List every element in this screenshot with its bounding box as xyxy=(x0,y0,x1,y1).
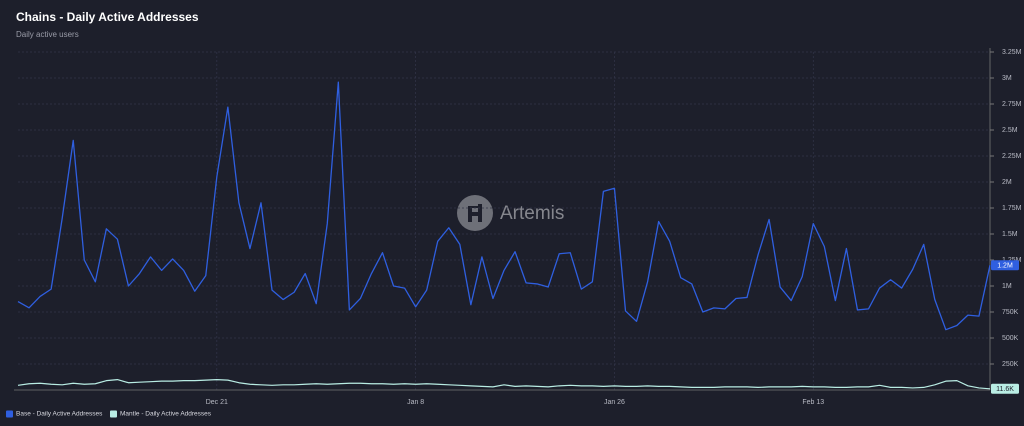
y-tick-label: 3M xyxy=(1002,75,1012,82)
y-tick-label: 1.75M xyxy=(1002,205,1022,212)
y-tick-label: 1.5M xyxy=(1002,231,1018,238)
legend-swatch xyxy=(110,410,117,418)
y-tick-label: 2.25M xyxy=(1002,153,1022,160)
last-value-label: 11.6K xyxy=(996,386,1014,393)
legend-item[interactable]: Base - Daily Active Addresses xyxy=(6,410,103,418)
x-tick-label: Jan 8 xyxy=(407,399,424,406)
plot-area: 250K500K750K1M1.25M1.5M1.75M2M2.25M2.5M2… xyxy=(14,48,1022,406)
y-tick-label: 1M xyxy=(1002,283,1012,290)
last-value-badge xyxy=(991,383,1019,394)
y-tick-label: 3.25M xyxy=(1002,49,1022,56)
x-tick-label: Feb 13 xyxy=(802,399,824,406)
y-tick-label: 750K xyxy=(1002,309,1019,316)
y-tick-label: 250K xyxy=(1002,361,1019,368)
legend-label: Mantle - Daily Active Addresses xyxy=(120,411,212,418)
watermark-glyph xyxy=(468,204,482,222)
legend-swatch xyxy=(6,410,13,418)
legend-label: Base - Daily Active Addresses xyxy=(16,411,103,418)
y-tick-label: 2.75M xyxy=(1002,101,1022,108)
series-line xyxy=(17,81,991,331)
watermark: Artemis xyxy=(457,195,564,231)
chart-title: Chains - Daily Active Addresses xyxy=(16,10,199,24)
last-value-label: 1.2M xyxy=(997,263,1013,270)
y-tick-label: 2M xyxy=(1002,179,1012,186)
legend-item[interactable]: Mantle - Daily Active Addresses xyxy=(110,410,212,418)
last-value-badge xyxy=(991,260,1019,271)
y-tick-label: 500K xyxy=(1002,335,1019,342)
chart-subtitle: Daily active users xyxy=(16,30,79,39)
x-tick-label: Dec 21 xyxy=(206,399,228,406)
watermark-text: Artemis xyxy=(500,203,564,224)
y-tick-label: 2.5M xyxy=(1002,127,1018,134)
x-tick-label: Jan 26 xyxy=(604,399,625,406)
series-line xyxy=(17,379,991,390)
